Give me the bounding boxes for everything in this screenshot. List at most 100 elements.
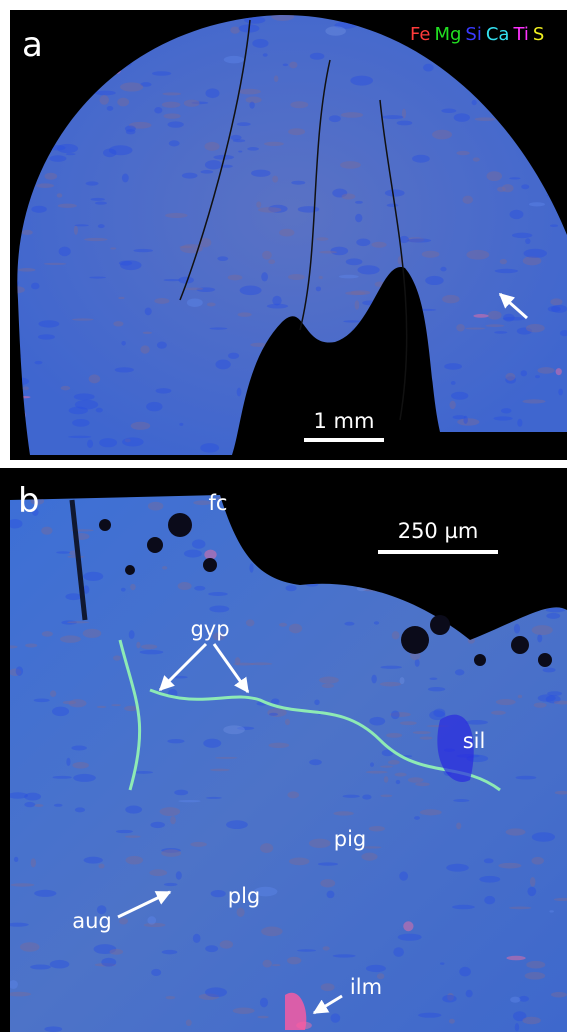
grain [369,826,385,831]
grain [333,954,356,957]
grain [101,958,116,967]
grain [8,792,28,798]
grain [72,762,88,769]
grain [233,1007,255,1013]
grain [182,173,198,179]
grain [272,964,281,966]
grain [165,213,188,218]
grain [122,437,144,446]
grain [269,713,278,716]
grain [494,331,507,334]
grain [355,201,363,204]
grain [550,224,558,227]
legend-entry: Fe [410,24,430,45]
grain [423,64,434,72]
grain [125,835,141,837]
grain [391,711,400,720]
grain [331,1013,341,1022]
grain [125,806,142,814]
grain [65,593,81,600]
grain [356,239,370,247]
grain [167,739,184,743]
grain [194,586,205,591]
grain [479,876,500,883]
grain [532,832,555,842]
grain [184,287,203,290]
grain [31,858,36,867]
grain [371,242,386,248]
grain [164,279,181,281]
grain [522,1017,540,1025]
grain [126,129,136,134]
grain [505,373,515,381]
grain [42,631,53,637]
grain [370,762,374,766]
grain [113,321,123,326]
grain [546,613,560,619]
grain [224,56,244,63]
grain [89,374,101,383]
grain [31,283,39,290]
grain [96,408,103,413]
grain [44,1026,62,1032]
grain [440,267,446,272]
grain [291,181,305,185]
grain [152,71,171,75]
grain [206,797,222,799]
grain [453,415,466,419]
grain [211,890,226,897]
grain [515,1023,519,1031]
grain [362,795,371,800]
grain [420,809,442,815]
grain [258,207,281,212]
grain [156,388,172,394]
grain [99,438,117,447]
grain [186,1019,192,1026]
grain [54,804,63,807]
grain [408,777,424,783]
grain [459,967,471,977]
grain [162,102,181,108]
grain [531,857,543,865]
grain [57,193,63,197]
grain [493,416,512,420]
grain [74,226,78,235]
grain [83,572,103,581]
grain [262,960,271,968]
grain [396,780,401,784]
grain [260,843,273,853]
grain [453,799,469,802]
grain [7,923,29,927]
grain [537,634,542,642]
grain [73,774,96,782]
grain [473,157,480,161]
annotation: gyp [190,617,229,641]
grain [22,230,33,235]
grain [286,585,297,591]
grain [403,921,413,931]
grain [151,969,161,976]
grain [316,286,321,291]
grain [515,776,536,780]
grain [95,201,107,204]
grain [274,75,278,82]
grain [341,112,363,118]
grain [279,229,294,237]
grain [339,275,359,279]
grain [207,303,216,307]
grain [252,39,268,48]
grain [63,701,76,705]
grain [351,290,371,295]
grain [134,771,153,774]
grain [165,996,175,999]
grain [9,980,18,989]
annotation: ilm [350,975,382,999]
grain [38,320,59,327]
grain [74,393,95,400]
grain [49,155,66,162]
grain [285,719,290,725]
grain [14,857,18,862]
grain [98,224,105,228]
grain [220,940,233,948]
grain [442,295,460,304]
